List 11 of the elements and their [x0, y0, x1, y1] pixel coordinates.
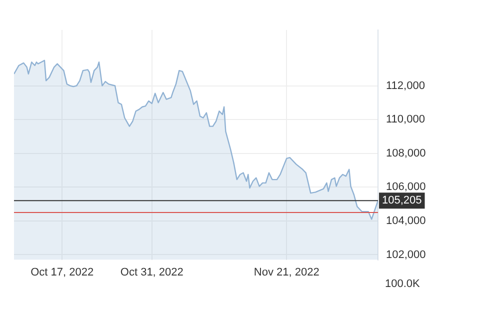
x-tick-label: Oct 31, 2022 [120, 266, 184, 278]
ref-line-label: 105,205 [382, 194, 422, 207]
y-tick-label: 108,000 [386, 147, 426, 160]
y-tick-label: 110,000 [386, 114, 425, 126]
y-tick-label: 102,000 [386, 248, 426, 261]
x-tick-label: Nov 21, 2022 [254, 266, 320, 278]
y-tick-label: 104,000 [386, 214, 426, 227]
y-tick-label: 106,000 [386, 181, 426, 194]
x-tick-label: Oct 17, 2022 [30, 266, 94, 278]
text: 100.0K [385, 278, 421, 290]
y-tick-label: 112,000 [386, 80, 425, 92]
